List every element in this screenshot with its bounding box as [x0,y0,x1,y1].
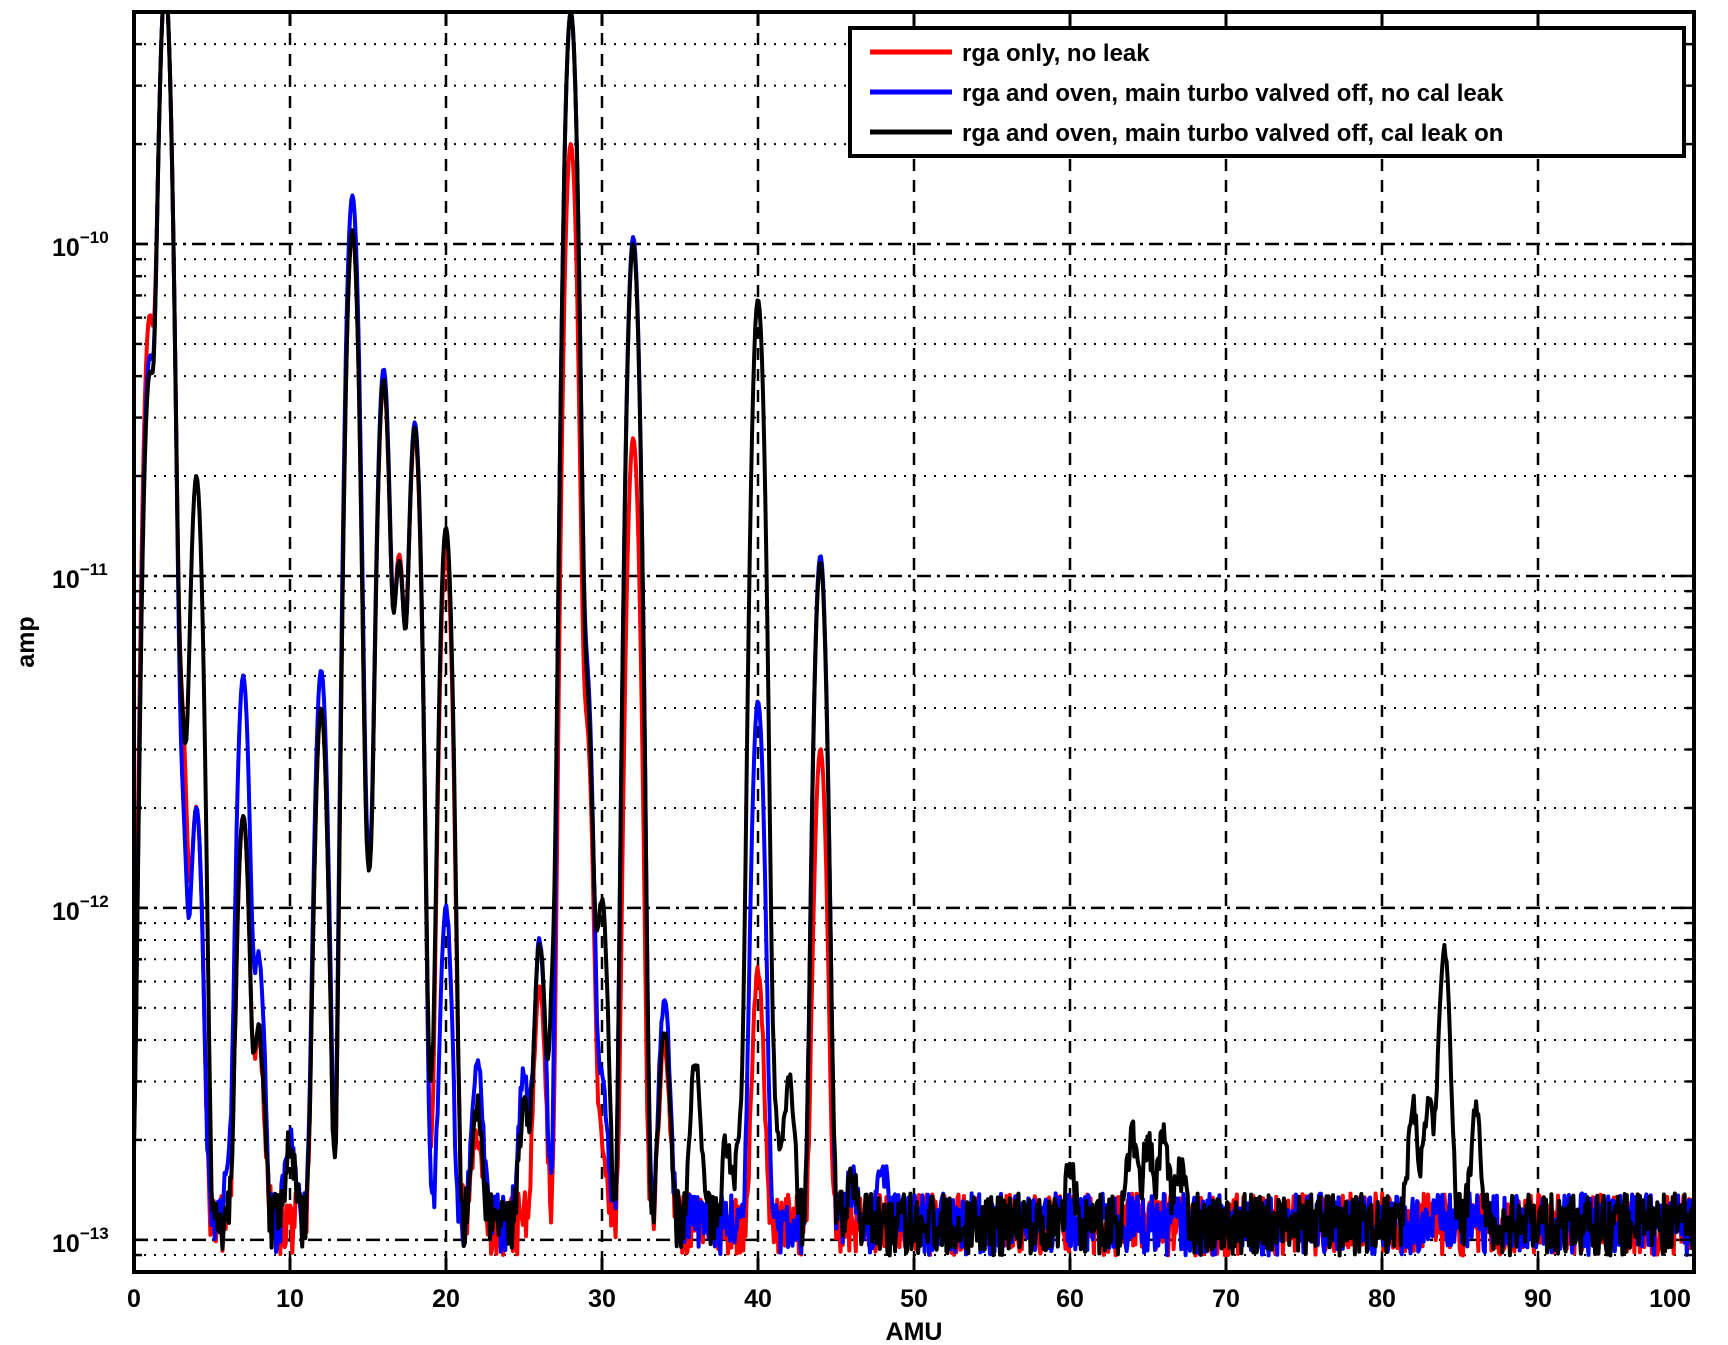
data-series [134,12,1694,1258]
x-tick-label: 100 [1649,1285,1691,1313]
legend-label-rga-only: rga only, no leak [962,40,1150,67]
x-tick-label: 40 [744,1285,772,1313]
y-tick-label: 10−12 [52,892,109,926]
x-tick-label: 0 [127,1285,141,1313]
x-tick-label: 70 [1212,1285,1240,1313]
x-tick-label: 10 [276,1285,304,1313]
x-tick-label: 60 [1056,1285,1084,1313]
legend-label-no-cal-leak: rga and oven, main turbo valved off, no … [962,80,1504,107]
legend-box [848,26,1686,158]
x-tick-label: 50 [900,1285,928,1313]
y-axis-label: amp [12,616,40,667]
legend-label-cal-leak-on: rga and oven, main turbo valved off, cal… [962,120,1503,147]
legend: rga only, no leak rga and oven, main tur… [848,26,1686,158]
x-tick-label: 30 [588,1285,616,1313]
x-tick-label: 20 [432,1285,460,1313]
axis-ticks: 0 10 20 30 40 50 60 70 80 90 10010−1310−1210−1110−… [52,10,1696,1313]
x-tick-label: 80 [1368,1285,1396,1313]
x-tick-label: 90 [1524,1285,1552,1313]
x-axis-label: AMU [886,1318,943,1345]
series-line-3 [134,12,1694,1258]
